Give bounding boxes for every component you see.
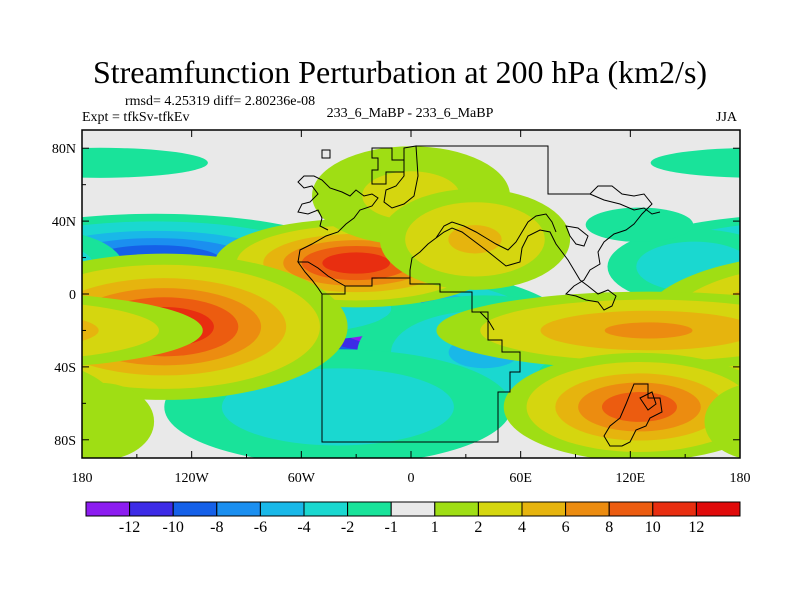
coastline-north-america: [297, 175, 379, 263]
contour-band: [82, 251, 95, 283]
colorbar-swatch: [85, 501, 131, 517]
contour-band: [82, 319, 99, 341]
coastline-arctic-islands: [321, 147, 405, 185]
contour-band: [785, 254, 800, 268]
coastline-central-america: [297, 261, 346, 295]
x-tick-label: 180: [730, 471, 751, 486]
colorbar-label: -12: [119, 519, 140, 536]
contour-band: [82, 382, 155, 458]
colorbar-swatch: [434, 501, 479, 517]
colorbar-swatch: [129, 501, 174, 517]
coastline-greenland: [383, 145, 419, 209]
axes: 180 120W 60W 0 60E 120E 180 80N 40N 0 40S 80S: [52, 130, 751, 486]
colorbar: -12 -10 -8 -6 -4 -2 -1 1 2 4 6 8 10 12: [85, 501, 741, 536]
contour-band: [82, 304, 159, 357]
ridge-europe: [379, 188, 571, 290]
colorbar-swatch: [216, 501, 261, 517]
colorbar-label: 2: [474, 519, 482, 536]
contour-band: [604, 322, 693, 339]
ridge-indian-ocean: [0, 291, 740, 370]
contour-band: [0, 373, 66, 440]
colorbar-swatch: [303, 501, 349, 517]
contour-field: [0, 130, 800, 458]
case-label: 233_6_MaBP - 233_6_MaBP: [326, 106, 494, 121]
coastline-south-america: [321, 277, 521, 443]
contour-band: [748, 297, 800, 356]
y-tick-label: 0: [69, 288, 76, 303]
contour-band: [221, 368, 454, 446]
y-tick-label: 40N: [52, 215, 76, 230]
colorbar-label: -4: [297, 519, 310, 536]
colorbar-swatch: [695, 501, 741, 517]
colorbar-label: 6: [562, 519, 570, 536]
colorbar-swatch: [390, 501, 436, 517]
contour-band: [0, 383, 43, 432]
colorbar-swatch: [521, 501, 567, 517]
colorbar-label: -1: [385, 519, 398, 536]
contour-band: [601, 392, 677, 422]
experiment-label: Expt = tfkSv-tfkEv: [82, 110, 190, 125]
trough-siberia: [0, 207, 694, 242]
colorbar-swatch: [608, 501, 654, 517]
x-tick-label: 120W: [175, 471, 210, 486]
y-tick-label: 40S: [54, 361, 76, 376]
colorbar-label: 4: [518, 519, 526, 536]
contour-band: [0, 392, 19, 422]
contour-band: [322, 252, 390, 274]
x-tick-label: 120E: [616, 471, 646, 486]
colorbar-label: -6: [254, 519, 267, 536]
contour-band: [704, 385, 740, 458]
season-label: JJA: [716, 110, 738, 125]
colorbar-label: 10: [645, 519, 661, 536]
colorbar-swatch: [172, 501, 218, 517]
coastline-eurasia-africa: [409, 145, 653, 331]
x-tick-label: 0: [408, 471, 415, 486]
contour-band: [773, 307, 800, 347]
contour-band: [650, 148, 740, 178]
colorbar-label: -10: [163, 519, 184, 536]
colorbar-label: -2: [341, 519, 354, 536]
colorbar-swatch: [477, 501, 523, 517]
x-tick-label: 60E: [509, 471, 532, 486]
coastline-siberia-east: [565, 193, 661, 247]
stats-label: rmsd= 4.25319 diff= 2.80236e-08: [125, 94, 316, 109]
y-tick-label: 80N: [52, 142, 76, 157]
trough-arctic-pacific: [82, 147, 740, 178]
colorbar-label: -8: [210, 519, 223, 536]
coastlines: [297, 145, 663, 447]
colorbar-label: 12: [688, 519, 704, 536]
contour-band: [0, 322, 34, 338]
colorbar-swatch: [259, 501, 305, 517]
ridge-south-pole: [82, 382, 740, 458]
y-tick-label: 80S: [54, 434, 76, 449]
coastline-antarctic-peninsula: [639, 391, 657, 411]
chart-title: Streamfunction Perturbation at 200 hPa (…: [92, 54, 708, 90]
colorbar-swatch: [565, 501, 610, 517]
colorbar-swatch: [652, 501, 697, 517]
contour-band: [82, 386, 95, 428]
x-tick-label: 60W: [288, 471, 316, 486]
contour-band: [746, 245, 800, 277]
colorbar-swatch: [347, 501, 392, 517]
contour-band: [0, 208, 35, 242]
colorbar-label: 1: [431, 519, 439, 536]
colorbar-label: 8: [605, 519, 613, 536]
contour-band: [82, 147, 208, 178]
x-tick-label: 180: [72, 471, 93, 486]
contour-band: [585, 207, 694, 242]
